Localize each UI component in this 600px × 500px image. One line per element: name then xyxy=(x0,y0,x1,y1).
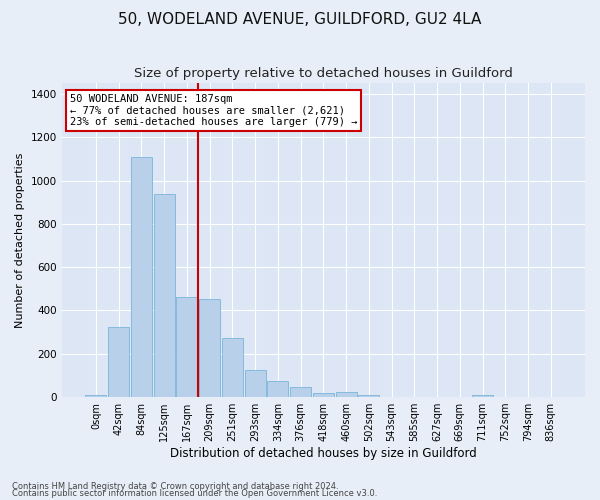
Bar xyxy=(290,386,311,397)
X-axis label: Distribution of detached houses by size in Guildford: Distribution of detached houses by size … xyxy=(170,447,477,460)
Y-axis label: Number of detached properties: Number of detached properties xyxy=(15,152,25,328)
Bar xyxy=(472,396,493,397)
Bar xyxy=(268,381,289,397)
Bar xyxy=(358,395,379,397)
Bar xyxy=(108,326,129,397)
Bar xyxy=(199,298,220,397)
Bar xyxy=(85,396,106,397)
Text: Contains HM Land Registry data © Crown copyright and database right 2024.: Contains HM Land Registry data © Crown c… xyxy=(12,482,338,491)
Bar xyxy=(131,156,152,397)
Title: Size of property relative to detached houses in Guildford: Size of property relative to detached ho… xyxy=(134,68,513,80)
Text: 50 WODELAND AVENUE: 187sqm
← 77% of detached houses are smaller (2,621)
23% of s: 50 WODELAND AVENUE: 187sqm ← 77% of deta… xyxy=(70,94,357,127)
Bar xyxy=(154,194,175,397)
Bar xyxy=(313,393,334,397)
Text: Contains public sector information licensed under the Open Government Licence v3: Contains public sector information licen… xyxy=(12,489,377,498)
Bar xyxy=(176,298,197,397)
Text: 50, WODELAND AVENUE, GUILDFORD, GU2 4LA: 50, WODELAND AVENUE, GUILDFORD, GU2 4LA xyxy=(118,12,482,28)
Bar xyxy=(222,338,243,397)
Bar xyxy=(335,392,356,397)
Bar xyxy=(245,370,266,397)
